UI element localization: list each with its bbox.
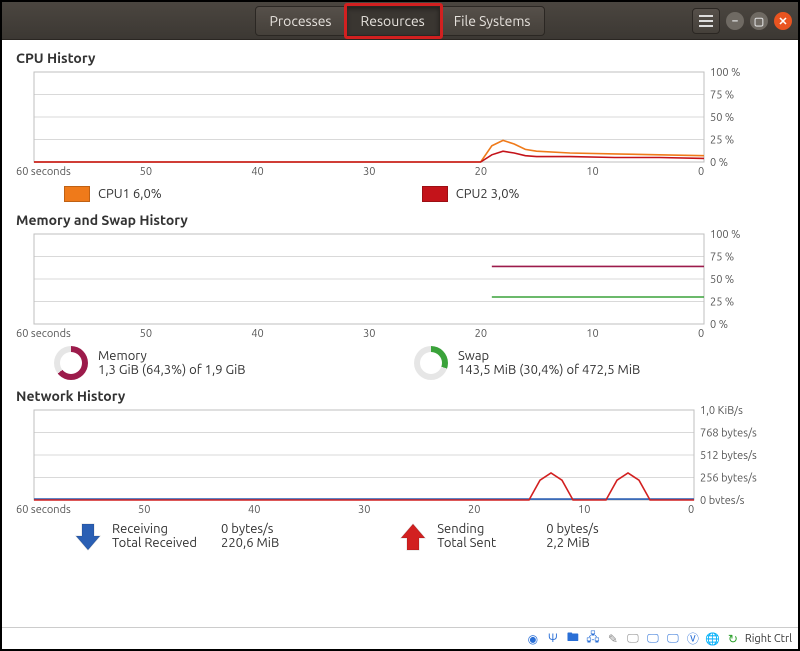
svg-text:768 bytes/s: 768 bytes/s (700, 428, 757, 440)
x-tick: 10 (586, 166, 598, 178)
statusbar-hostkey: Right Ctrl (745, 633, 792, 645)
sending-legend[interactable]: Sending 0 bytes/s Total Sent 2,2 MiB (399, 522, 598, 552)
cpu-section-title: CPU History (16, 50, 786, 66)
svg-text:0 bytes/s: 0 bytes/s (700, 495, 745, 504)
svg-text:25 %: 25 % (710, 135, 734, 147)
x-tick: 50 (140, 166, 152, 178)
svg-text:75 %: 75 % (710, 252, 734, 264)
x-tick: 50 (138, 504, 150, 516)
menu-button[interactable] (692, 8, 720, 34)
statusbar-usb-icon[interactable]: Ψ (545, 631, 561, 647)
x-tick: 60 seconds (16, 328, 71, 340)
send-l2-label: Total Sent (437, 536, 532, 550)
statusbar-folder-icon[interactable]: 🖿 (565, 631, 581, 647)
x-tick: 40 (248, 504, 260, 516)
statusbar-net-icon[interactable]: 🖧 (585, 631, 601, 647)
statusbar-power-icon[interactable]: ↻ (725, 631, 741, 647)
memory-detail: 1,3 GiB (64,3%) of 1,9 GiB (98, 363, 246, 377)
svg-text:1,0 KiB/s: 1,0 KiB/s (700, 406, 743, 417)
net-chart: 1,0 KiB/s 768 bytes/s 512 bytes/s 256 bytes… (14, 406, 786, 518)
statusbar-disc-icon[interactable]: ◉ (525, 631, 541, 647)
x-tick: 0 (698, 166, 704, 178)
mem-chart: 100 % 75 % 50 % 25 % 0 % 60 seconds 50 40 30 20 1… (14, 230, 786, 342)
swap-title: Swap (458, 349, 640, 363)
x-tick: 50 (140, 328, 152, 340)
x-tick: 30 (363, 166, 375, 178)
statusbar-display1-icon[interactable]: 🖵 (625, 631, 641, 647)
cpu-legend: CPU1 6,0% CPU2 3,0% (64, 186, 786, 202)
swap-pie-icon (414, 346, 448, 380)
tab-filesystems[interactable]: File Systems (440, 6, 546, 36)
svg-text:512 bytes/s: 512 bytes/s (700, 450, 757, 462)
x-tick: 10 (578, 504, 590, 516)
upload-arrow-icon (399, 522, 427, 552)
statusbar-pen-icon[interactable]: ✎ (605, 631, 621, 647)
memory-title: Memory (98, 349, 246, 363)
statusbar-display2-icon[interactable]: 🖵 (645, 631, 661, 647)
statusbar-v-icon[interactable]: Ⓥ (685, 631, 701, 647)
download-arrow-icon (74, 522, 102, 552)
x-tick: 20 (475, 328, 487, 340)
window-controls: – ▢ ✕ (692, 8, 792, 34)
svg-text:0 %: 0 % (710, 319, 728, 328)
swap-detail: 143,5 MiB (30,4%) of 472,5 MiB (458, 363, 640, 377)
cpu1-swatch (64, 186, 90, 202)
x-tick: 0 (688, 504, 694, 516)
cpu-chart: 100 % 75 % 50 % 25 % 0 % 60 seconds 50 40 30 20 1… (14, 68, 786, 180)
recv-l1-value: 0 bytes/s (221, 522, 273, 536)
mem-legend: Memory 1,3 GiB (64,3%) of 1,9 GiB Swap 1… (54, 346, 786, 380)
x-tick: 20 (475, 166, 487, 178)
memory-legend-item[interactable]: Memory 1,3 GiB (64,3%) of 1,9 GiB (54, 346, 414, 380)
close-button[interactable]: ✕ (774, 12, 792, 30)
x-tick: 20 (468, 504, 480, 516)
tab-resources[interactable]: Resources (347, 6, 440, 36)
receiving-legend[interactable]: Receiving 0 bytes/s Total Received 220,6 M… (74, 522, 279, 552)
statusbar-display3-icon[interactable]: 🖵 (665, 631, 681, 647)
net-legend: Receiving 0 bytes/s Total Received 220,6 M… (74, 522, 786, 552)
x-tick: 10 (586, 328, 598, 340)
recv-l1-label: Receiving (112, 522, 207, 536)
statusbar-globe-icon[interactable]: 🌐 (705, 631, 721, 647)
tab-group: Processes Resources File Systems (255, 6, 546, 36)
maximize-button[interactable]: ▢ (750, 12, 768, 30)
x-tick: 30 (363, 328, 375, 340)
minimize-button[interactable]: – (726, 12, 744, 30)
cpu2-swatch (422, 186, 448, 202)
x-tick: 40 (251, 328, 263, 340)
svg-text:100 %: 100 % (710, 68, 740, 79)
cpu1-label: CPU1 6,0% (98, 187, 162, 201)
cpu2-label: CPU2 3,0% (456, 187, 520, 201)
svg-text:0 %: 0 % (710, 157, 728, 166)
send-l2-value: 2,2 MiB (546, 536, 590, 550)
titlebar: Processes Resources File Systems – ▢ ✕ (2, 2, 798, 40)
send-l1-label: Sending (437, 522, 532, 536)
cpu-legend-1[interactable]: CPU1 6,0% (64, 186, 162, 202)
content-area: CPU History 100 %75 %50 %25 %0 % 60 seco… (2, 40, 798, 552)
x-tick: 60 seconds (16, 504, 71, 516)
mem-section-title: Memory and Swap History (16, 212, 786, 228)
svg-text:100 %: 100 % (710, 230, 740, 241)
x-tick: 0 (698, 328, 704, 340)
svg-text:25 %: 25 % (710, 297, 734, 309)
vm-statusbar: ◉ Ψ 🖿 🖧 ✎ 🖵 🖵 🖵 Ⓥ 🌐 ↻ Right Ctrl (2, 627, 798, 649)
memory-pie-icon (54, 346, 88, 380)
recv-l2-value: 220,6 MiB (221, 536, 279, 550)
svg-text:256 bytes/s: 256 bytes/s (700, 473, 757, 485)
tab-processes[interactable]: Processes (255, 6, 347, 36)
send-l1-value: 0 bytes/s (546, 522, 598, 536)
x-tick: 30 (358, 504, 370, 516)
svg-text:50 %: 50 % (710, 112, 734, 124)
svg-text:50 %: 50 % (710, 274, 734, 286)
net-section-title: Network History (16, 388, 786, 404)
recv-l2-label: Total Received (112, 536, 207, 550)
swap-legend-item[interactable]: Swap 143,5 MiB (30,4%) of 472,5 MiB (414, 346, 640, 380)
x-tick: 40 (251, 166, 263, 178)
x-tick: 60 seconds (16, 166, 71, 178)
cpu-legend-2[interactable]: CPU2 3,0% (422, 186, 520, 202)
svg-text:75 %: 75 % (710, 90, 734, 102)
